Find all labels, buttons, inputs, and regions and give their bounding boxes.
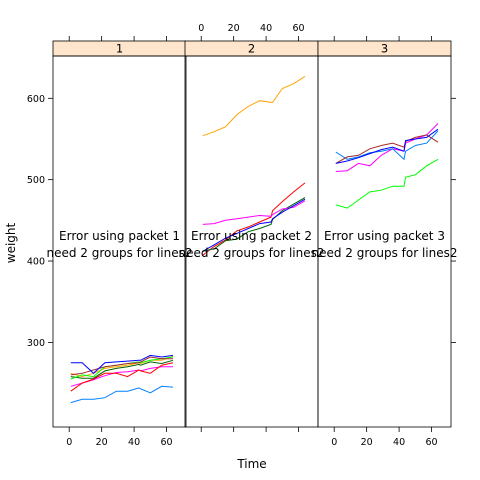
series-line-5 <box>202 198 306 252</box>
series-line-5 <box>70 355 174 378</box>
panel-2: 2 Error using packet 2 need 2 groups for l… <box>178 40 325 428</box>
error-message-line: need 2 groups for lines2 <box>178 246 324 260</box>
series-line-8 <box>70 354 174 374</box>
strip-label: 3 <box>381 42 388 56</box>
series-line-2 <box>335 123 439 172</box>
x-tick-label: 0 <box>198 23 204 34</box>
series-line-1 <box>335 158 439 209</box>
strip-label: 1 <box>116 42 123 56</box>
error-message-line: need 2 groups for lines2 <box>311 246 457 260</box>
x-tick-label: 40 <box>128 437 140 448</box>
series-line-1 <box>70 385 174 404</box>
x-tick-label: 0 <box>66 437 72 448</box>
series-line-4 <box>335 134 439 164</box>
y-axis-title: weight <box>4 222 18 263</box>
y-tick-label: 600 <box>27 94 45 105</box>
y-tick-label: 500 <box>27 175 45 186</box>
x-tick-label: 60 <box>160 437 172 448</box>
plot-area: 1 Error using packet 1 need 2 groups for l… <box>27 23 458 448</box>
y-tick-label: 300 <box>27 338 45 349</box>
series-line-5 <box>335 128 439 164</box>
panel-3: 3 Error using packet 3 need 2 groups for l… <box>311 40 458 428</box>
series-line-3 <box>70 359 174 379</box>
series-line-2 <box>70 366 173 387</box>
series-line-4 <box>70 362 174 392</box>
series-line-2 <box>202 182 306 256</box>
x-tick-label: 0 <box>331 437 337 448</box>
x-tick-label: 40 <box>260 23 272 34</box>
series-line-4 <box>202 200 306 225</box>
panel-1: 1 Error using packet 1 need 2 groups for l… <box>46 40 193 428</box>
error-message-line: Error using packet 1 <box>59 229 180 243</box>
y-tick-label: 400 <box>27 257 45 268</box>
x-tick-label: 20 <box>228 23 240 34</box>
x-tick-label: 20 <box>96 437 108 448</box>
series-line-7 <box>70 356 173 376</box>
x-tick-label: 60 <box>292 23 304 34</box>
error-message-line: Error using packet 3 <box>324 229 445 243</box>
error-message-line: Error using packet 2 <box>191 229 312 243</box>
strip-label: 2 <box>248 42 255 56</box>
x-tick-label: 20 <box>361 437 373 448</box>
x-axis-title: Time <box>236 457 266 471</box>
x-tick-label: 40 <box>393 437 405 448</box>
error-message-line: need 2 groups for lines2 <box>46 246 192 260</box>
series-line-1 <box>202 75 306 137</box>
x-tick-label: 60 <box>425 437 437 448</box>
panel-border <box>317 55 452 428</box>
panel-border <box>52 55 187 428</box>
series-line-3 <box>335 130 439 161</box>
